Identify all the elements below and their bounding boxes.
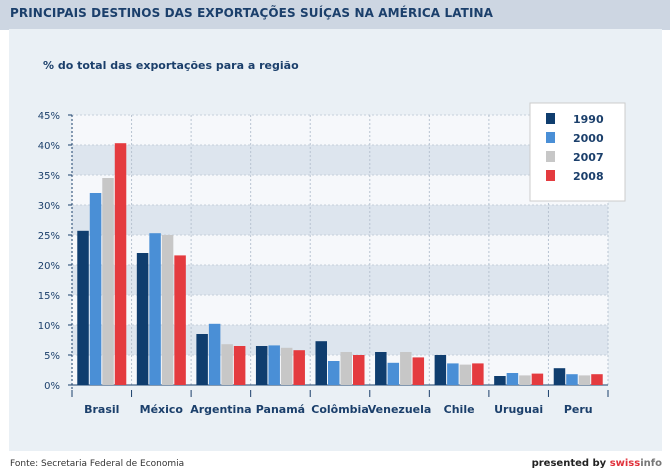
bar-2007 (519, 375, 531, 385)
y-tick-label: 40% (38, 141, 60, 152)
bar-2000 (328, 361, 340, 385)
chart-title: % do total das exportações para a região (43, 59, 299, 72)
bar-1990 (77, 230, 89, 385)
grid-band (72, 325, 608, 355)
header-bar: PRINCIPAIS DESTINOS DAS EXPORTAÇÕES SUÍÇ… (0, 0, 670, 30)
bar-2007 (340, 352, 352, 385)
y-tick-label: 10% (38, 321, 60, 332)
brand-logo-info: info (640, 458, 662, 469)
grid-band (72, 115, 608, 145)
grid-band (72, 205, 608, 235)
bar-2008 (353, 355, 365, 385)
bar-2000 (566, 374, 578, 385)
bar-1990 (553, 368, 566, 385)
bar-2000 (506, 373, 519, 385)
x-category-label: Panamá (256, 403, 305, 416)
grid-band (72, 145, 608, 175)
bar-2000 (447, 363, 459, 385)
bar-1990 (136, 253, 149, 385)
bar-1990 (315, 341, 327, 385)
bar-2007 (400, 352, 412, 385)
bar-2007 (459, 364, 472, 385)
x-category-label: Venezuela (368, 403, 432, 416)
source-note: Fonte: Secretaria Federal de Economia (10, 459, 185, 469)
y-tick-label: 35% (38, 171, 60, 182)
presented-by-label: presented by (531, 458, 607, 469)
bar-1990 (196, 334, 208, 385)
grid-band (72, 295, 608, 325)
grid-band (72, 235, 608, 265)
x-category-label: Brasil (84, 403, 119, 416)
bar-2000 (89, 193, 102, 385)
bar-2000 (268, 345, 280, 385)
bar-2007 (161, 235, 174, 385)
y-tick-label: 30% (38, 201, 60, 212)
legend-label: 2000 (573, 132, 604, 145)
y-tick-label: 0% (44, 381, 60, 392)
bar-2008 (233, 346, 246, 385)
grid-band (72, 355, 608, 385)
bar-2007 (221, 344, 233, 385)
y-tick-label: 45% (38, 111, 60, 122)
legend-label: 2007 (573, 151, 604, 164)
legend-swatch-1990 (546, 113, 555, 124)
legend-swatch-2000 (546, 132, 555, 143)
x-category-label: México (140, 403, 184, 416)
bar-2008 (174, 255, 186, 385)
bar-2008 (293, 350, 305, 385)
legend-swatch-2007 (546, 151, 555, 162)
x-category-label: Chile (444, 403, 475, 416)
bar-1990 (255, 346, 268, 385)
legend-label: 2008 (573, 170, 604, 183)
bar-2008 (472, 363, 484, 385)
bar-1990 (375, 352, 387, 385)
bar-1990 (494, 376, 506, 385)
bar-1990 (434, 355, 447, 385)
x-category-label: Argentina (190, 403, 251, 416)
y-tick-label: 20% (38, 261, 60, 272)
bar-2008 (531, 373, 544, 385)
bar-2008 (412, 357, 425, 385)
legend-box (529, 102, 626, 202)
bar-2007 (102, 178, 114, 385)
bar-2000 (149, 233, 161, 385)
bar-2008 (591, 374, 603, 385)
legend-label: 1990 (573, 113, 604, 126)
y-tick-label: 5% (44, 351, 60, 362)
bar-2000 (387, 362, 400, 385)
x-category-label: Colômbia (311, 403, 369, 416)
x-category-label: Peru (564, 403, 593, 416)
grid-band (72, 265, 608, 295)
brand-credit: presented by swissinfo (532, 458, 662, 469)
bar-2008 (114, 143, 127, 385)
page-title: PRINCIPAIS DESTINOS DAS EXPORTAÇÕES SUÍÇ… (10, 6, 494, 20)
grid-band (72, 175, 608, 205)
legend-swatch-2008 (546, 170, 555, 181)
x-category-label: Uruguai (494, 403, 543, 416)
bar-2000 (208, 323, 221, 385)
legend: 1990 2000 2007 2008 (529, 102, 626, 202)
brand-logo-swiss: swiss (609, 458, 641, 469)
bar-2007 (578, 375, 591, 385)
y-tick-label: 15% (38, 291, 60, 302)
bar-2007 (280, 347, 293, 385)
y-tick-label: 25% (38, 231, 60, 242)
